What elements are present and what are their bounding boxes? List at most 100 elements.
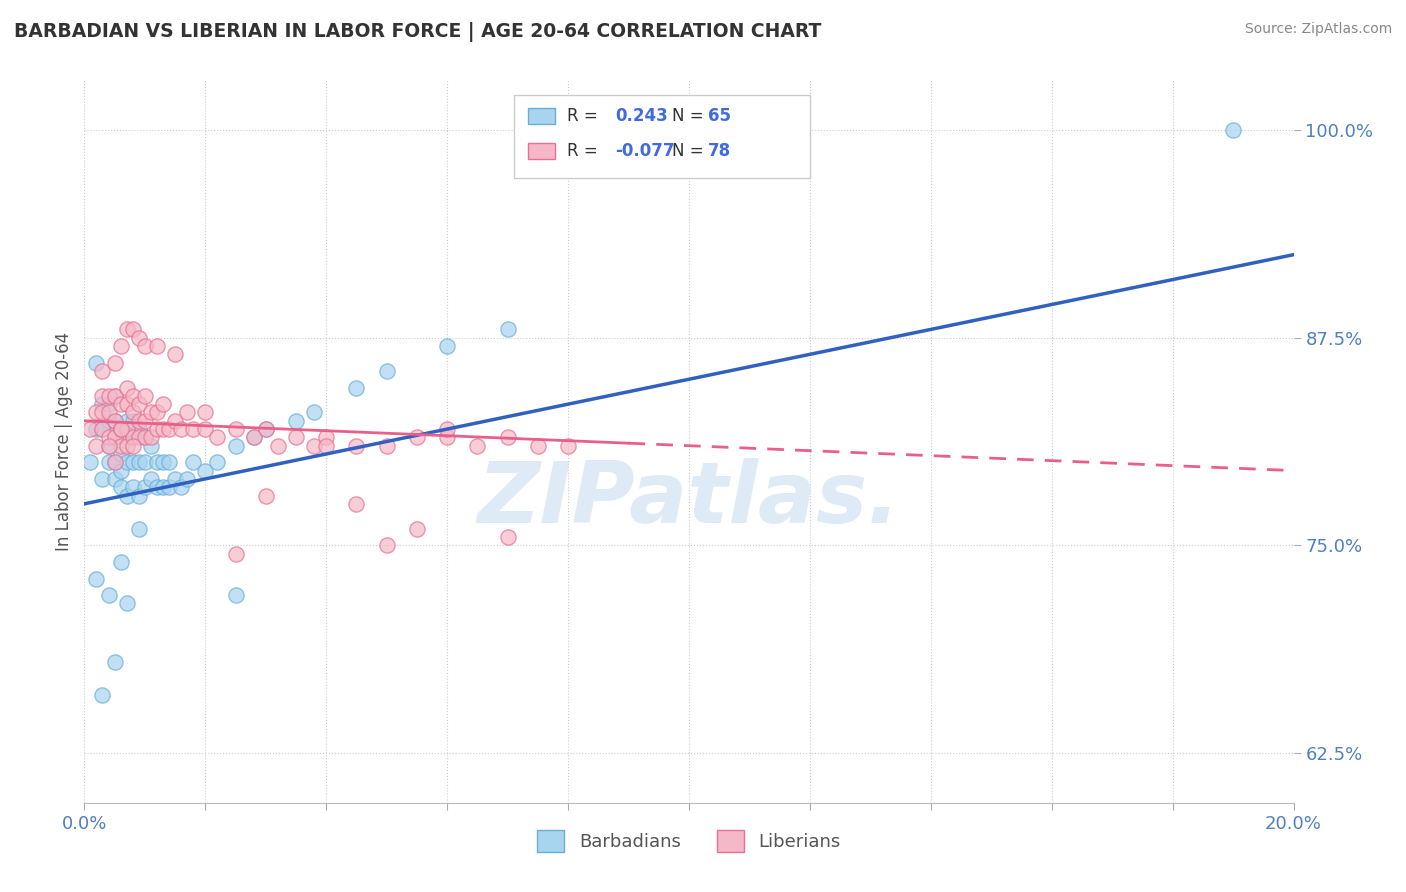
Point — [121, 322, 143, 336]
Point — [115, 455, 138, 469]
Point — [152, 480, 174, 494]
Point — [121, 439, 143, 453]
Point — [176, 405, 198, 419]
Point — [134, 430, 156, 444]
Point — [557, 439, 579, 453]
Text: Source: ZipAtlas.com: Source: ZipAtlas.com — [1244, 22, 1392, 37]
Point — [104, 414, 127, 428]
Point — [134, 339, 156, 353]
Point — [110, 447, 132, 461]
Point — [86, 422, 108, 436]
Point — [346, 439, 368, 453]
Point — [121, 389, 143, 403]
Point — [110, 422, 132, 436]
Point — [315, 430, 337, 444]
Point — [104, 455, 127, 469]
Point — [1222, 123, 1244, 137]
Point — [165, 414, 187, 428]
Point — [128, 522, 150, 536]
Point — [194, 464, 217, 478]
Point — [128, 331, 150, 345]
Point — [115, 322, 138, 336]
Point — [157, 480, 180, 494]
Point — [225, 547, 247, 561]
Point — [527, 439, 550, 453]
Text: -0.077: -0.077 — [616, 142, 675, 160]
Point — [315, 439, 337, 453]
Point — [86, 439, 108, 453]
Point — [91, 688, 114, 702]
Text: R =: R = — [567, 142, 598, 160]
Point — [97, 430, 120, 444]
Point — [104, 389, 127, 403]
Point — [146, 339, 169, 353]
Point — [97, 414, 120, 428]
Point — [146, 455, 169, 469]
Point — [194, 405, 217, 419]
Text: 65: 65 — [709, 107, 731, 126]
Legend: Barbadians, Liberians: Barbadians, Liberians — [530, 822, 848, 859]
Point — [134, 430, 156, 444]
Point — [146, 422, 169, 436]
Point — [406, 430, 429, 444]
Point — [97, 439, 120, 453]
Point — [104, 356, 127, 370]
Point — [128, 489, 150, 503]
Point — [134, 480, 156, 494]
Point — [115, 430, 138, 444]
Point — [346, 380, 368, 394]
Point — [121, 414, 143, 428]
Point — [375, 364, 398, 378]
Point — [134, 389, 156, 403]
Point — [242, 430, 264, 444]
Point — [165, 347, 187, 361]
Y-axis label: In Labor Force | Age 20-64: In Labor Force | Age 20-64 — [55, 332, 73, 551]
Point — [139, 405, 162, 419]
Point — [157, 455, 180, 469]
Point — [110, 422, 132, 436]
Point — [152, 422, 174, 436]
Point — [254, 422, 277, 436]
Text: BARBADIAN VS LIBERIAN IN LABOR FORCE | AGE 20-64 CORRELATION CHART: BARBADIAN VS LIBERIAN IN LABOR FORCE | A… — [14, 22, 821, 42]
Point — [97, 455, 120, 469]
Point — [152, 397, 174, 411]
Point — [121, 480, 143, 494]
Point — [302, 439, 325, 453]
Point — [115, 397, 138, 411]
Point — [86, 572, 108, 586]
Point — [115, 380, 138, 394]
Point — [285, 430, 308, 444]
Point — [97, 397, 120, 411]
Point — [157, 422, 180, 436]
Point — [97, 405, 120, 419]
Point — [436, 422, 458, 436]
Point — [254, 422, 277, 436]
Point — [134, 414, 156, 428]
Point — [134, 455, 156, 469]
Point — [152, 455, 174, 469]
Point — [91, 472, 114, 486]
Point — [181, 422, 204, 436]
Point — [496, 530, 519, 544]
Point — [242, 430, 264, 444]
Point — [146, 480, 169, 494]
Text: N =: N = — [672, 142, 703, 160]
Point — [467, 439, 489, 453]
Point — [436, 430, 458, 444]
Point — [207, 455, 229, 469]
Point — [139, 472, 162, 486]
Point — [79, 422, 101, 436]
Point — [128, 414, 150, 428]
Point — [110, 464, 132, 478]
Point — [225, 588, 247, 602]
Text: 78: 78 — [709, 142, 731, 160]
Point — [346, 497, 368, 511]
Point — [302, 405, 325, 419]
Point — [104, 414, 127, 428]
Point — [104, 389, 127, 403]
Point — [225, 422, 247, 436]
Point — [207, 430, 229, 444]
Point — [128, 455, 150, 469]
Point — [115, 414, 138, 428]
Point — [97, 588, 120, 602]
